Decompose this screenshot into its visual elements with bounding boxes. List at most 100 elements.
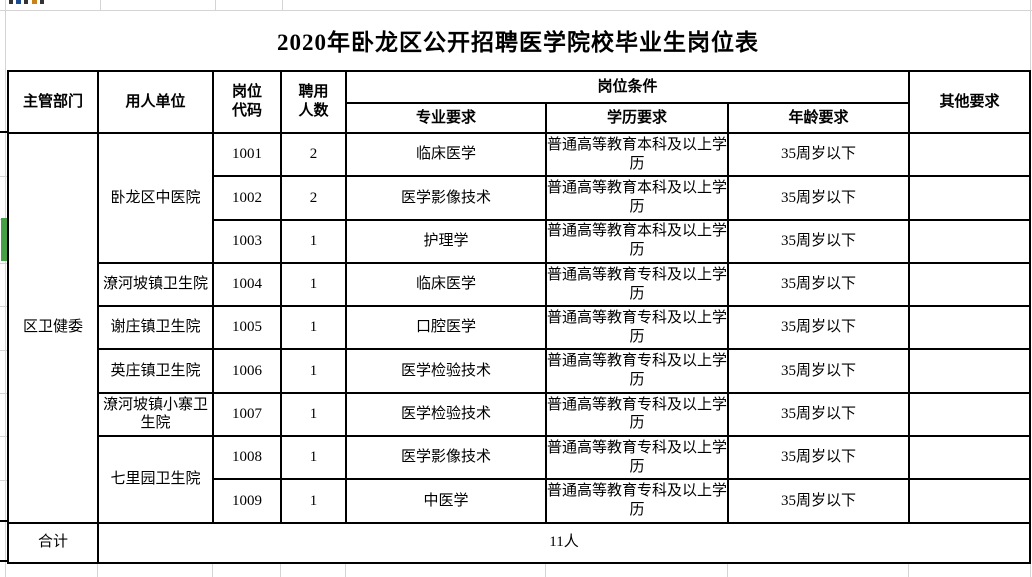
cell-other[interactable] (908, 131, 1031, 178)
cell-education[interactable]: 普通高等教育专科及以上学历 (545, 348, 729, 394)
cell-count[interactable]: 1 (280, 218, 347, 264)
cell-count[interactable]: 1 (280, 261, 347, 308)
cell-code[interactable]: 1002 (212, 175, 282, 221)
cell-education[interactable]: 普通高等教育专科及以上学历 (545, 391, 729, 438)
cell-employer[interactable]: 潦河坡镇卫生院 (97, 261, 214, 308)
cell-code[interactable]: 1006 (212, 348, 282, 394)
cell-age[interactable]: 35周岁以下 (727, 435, 910, 481)
page-title[interactable]: 2020年卧龙区公开招聘医学院校毕业生岗位表 (277, 30, 759, 55)
cell-major[interactable]: 医学影像技术 (345, 175, 547, 221)
cell-education[interactable]: 普通高等教育本科及以上学历 (545, 175, 729, 221)
cell-other[interactable] (908, 478, 1031, 524)
cell-code[interactable]: 1003 (212, 218, 282, 264)
cell-major[interactable]: 临床医学 (345, 261, 547, 308)
positions-table: 主管部门 用人单位 岗位代码 聘用人数 岗位条件 其他要求 专业要求 学历要求 … (7, 70, 1031, 564)
cell-count[interactable]: 1 (280, 348, 347, 394)
cell-age[interactable]: 35周岁以下 (727, 261, 910, 308)
cell-age[interactable]: 35周岁以下 (727, 478, 910, 524)
cell-dept[interactable]: 区卫健委 (7, 132, 99, 524)
gridline (100, 0, 101, 10)
total-label[interactable]: 合计 (7, 521, 99, 564)
gridline (0, 176, 7, 177)
cell-age[interactable]: 35周岁以下 (727, 175, 910, 221)
gridline (0, 350, 7, 351)
cell-other[interactable] (908, 305, 1031, 351)
cell-other[interactable] (908, 218, 1031, 264)
cell-education[interactable]: 普通高等教育本科及以上学历 (545, 131, 729, 178)
gridline (212, 563, 213, 577)
cell-employer[interactable]: 潦河坡镇小寨卫生院 (97, 391, 214, 438)
gridline (0, 480, 7, 481)
table-row: 1002 2 医学影像技术 普通高等教育本科及以上学历 35周岁以下 (8, 175, 1031, 221)
table-row: 潦河坡镇卫生院 1004 1 临床医学 普通高等教育专科及以上学历 35周岁以下 (8, 261, 1031, 308)
header-conditions[interactable]: 岗位条件 (345, 70, 910, 104)
header-employer[interactable]: 用人单位 (97, 70, 214, 134)
gridline (0, 263, 7, 264)
cell-code[interactable]: 1009 (212, 478, 282, 524)
cell-count[interactable]: 1 (280, 435, 347, 481)
cell-other[interactable] (908, 175, 1031, 221)
cell-other[interactable] (908, 348, 1031, 394)
cell-other[interactable] (908, 435, 1031, 481)
table-row: 潦河坡镇小寨卫生院 1007 1 医学检验技术 普通高等教育专科及以上学历 35… (8, 391, 1031, 438)
cell-education[interactable]: 普通高等教育专科及以上学历 (545, 305, 729, 351)
cell-major[interactable]: 医学检验技术 (345, 391, 547, 438)
cell-age[interactable]: 35周岁以下 (727, 348, 910, 394)
cell-code[interactable]: 1005 (212, 305, 282, 351)
clipped-text-fragment (24, 0, 28, 4)
cell-count[interactable]: 1 (280, 305, 347, 351)
table-row: 谢庄镇卫生院 1005 1 口腔医学 普通高等教育专科及以上学历 35周岁以下 (8, 305, 1031, 351)
cell-employer[interactable]: 英庄镇卫生院 (97, 348, 214, 394)
header-row-2: 专业要求 学历要求 年龄要求 (8, 102, 1030, 134)
gridline (0, 131, 8, 133)
header-code-label: 岗位代码 (232, 83, 263, 120)
cell-count[interactable]: 2 (280, 175, 347, 221)
cell-employer[interactable]: 谢庄镇卫生院 (97, 305, 214, 351)
cell-major[interactable]: 医学检验技术 (345, 348, 547, 394)
row-selection-indicator (1, 218, 7, 261)
cell-age[interactable]: 35周岁以下 (727, 305, 910, 351)
header-education[interactable]: 学历要求 (545, 102, 729, 134)
cell-code[interactable]: 1007 (212, 391, 282, 438)
cell-major[interactable]: 医学影像技术 (345, 435, 547, 481)
cell-education[interactable]: 普通高等教育专科及以上学历 (545, 261, 729, 308)
header-count[interactable]: 聘用人数 (280, 70, 347, 134)
cell-other[interactable] (908, 261, 1031, 308)
cell-education[interactable]: 普通高等教育本科及以上学历 (545, 218, 729, 264)
cell-major[interactable]: 临床医学 (345, 131, 547, 178)
gridline (0, 520, 8, 522)
gridline (215, 0, 216, 10)
cell-education[interactable]: 普通高等教育专科及以上学历 (545, 478, 729, 524)
header-row-1: 主管部门 用人单位 岗位代码 聘用人数 岗位条件 其他要求 (7, 70, 1031, 134)
cell-count[interactable]: 2 (280, 131, 347, 178)
header-major[interactable]: 专业要求 (345, 102, 547, 134)
cell-code[interactable]: 1008 (212, 435, 282, 481)
cell-age[interactable]: 35周岁以下 (727, 391, 910, 438)
cell-age[interactable]: 35周岁以下 (727, 131, 910, 178)
cell-major[interactable]: 中医学 (345, 478, 547, 524)
header-code[interactable]: 岗位代码 (212, 70, 282, 134)
clipped-text-fragment (9, 0, 13, 4)
total-value[interactable]: 11人 (97, 521, 1031, 564)
gridline (545, 563, 546, 577)
header-dept[interactable]: 主管部门 (7, 70, 99, 134)
gridline (727, 563, 728, 577)
gridline (97, 563, 98, 577)
cell-age[interactable]: 35周岁以下 (727, 218, 910, 264)
cell-major[interactable]: 护理学 (345, 218, 547, 264)
header-age[interactable]: 年龄要求 (727, 102, 910, 134)
gridline (0, 393, 7, 394)
cell-major[interactable]: 口腔医学 (345, 305, 547, 351)
cell-education[interactable]: 普通高等教育专科及以上学历 (545, 435, 729, 481)
cell-count[interactable]: 1 (280, 478, 347, 524)
table-row: 英庄镇卫生院 1006 1 医学检验技术 普通高等教育专科及以上学历 35周岁以… (8, 348, 1031, 394)
header-other[interactable]: 其他要求 (908, 70, 1031, 134)
cell-other[interactable] (908, 391, 1031, 438)
cell-count[interactable]: 1 (280, 391, 347, 438)
gridline (0, 560, 8, 562)
cell-employer[interactable]: 七里园卫生院 (97, 435, 214, 524)
cell-employer[interactable]: 卧龙区中医院 (97, 132, 214, 264)
gridline (0, 306, 7, 307)
cell-code[interactable]: 1001 (212, 131, 282, 178)
cell-code[interactable]: 1004 (212, 261, 282, 308)
